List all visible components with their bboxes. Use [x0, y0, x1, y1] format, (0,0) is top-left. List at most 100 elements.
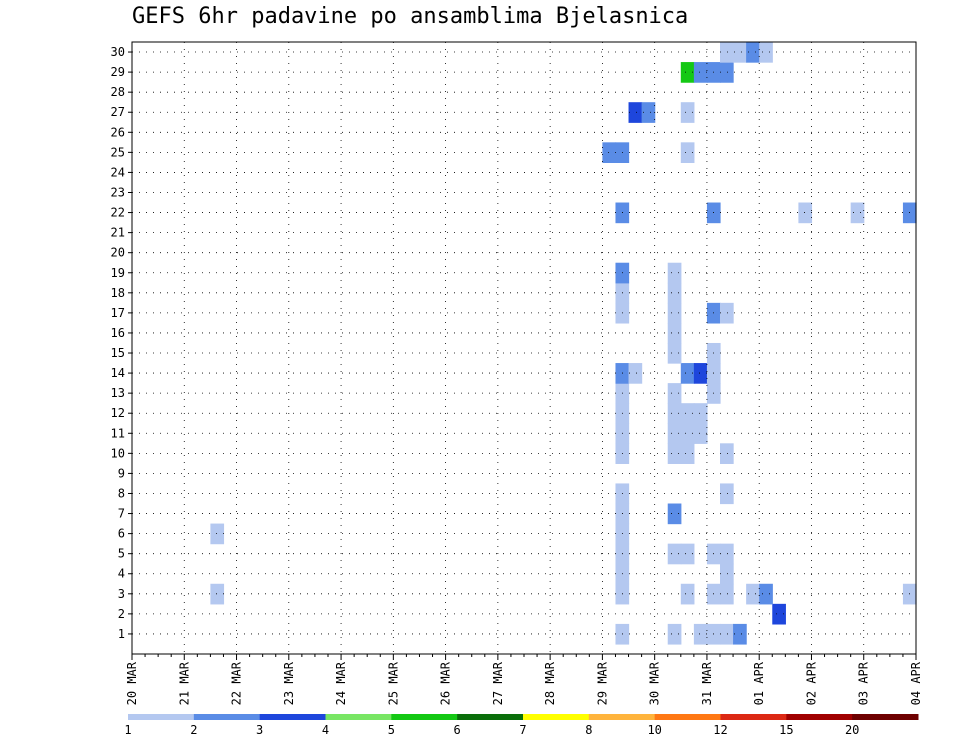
- heatmap-cell: [667, 262, 682, 284]
- y-tick-label: 30: [111, 45, 125, 59]
- y-tick-label: 14: [111, 366, 125, 380]
- heatmap-cell: [693, 62, 708, 83]
- colorbar-label: 15: [779, 723, 793, 737]
- heatmap-cell: [680, 102, 695, 123]
- heatmap-cell: [680, 443, 695, 464]
- y-tick-label: 13: [111, 386, 125, 400]
- heatmap-cell: [720, 302, 734, 324]
- heatmap-cell: [693, 363, 708, 384]
- colorbar-swatch: [786, 714, 853, 720]
- colorbar-swatch: [852, 714, 919, 720]
- y-tick-label: 6: [118, 527, 125, 541]
- y-tick-label: 5: [118, 547, 125, 561]
- heatmap-cell: [720, 443, 734, 464]
- heatmap-cell: [667, 282, 682, 304]
- x-tick-label: 25 MAR: [386, 661, 400, 705]
- heatmap-cell: [667, 342, 682, 364]
- plot-frame: [131, 41, 917, 655]
- x-tick-label: 30 MAR: [648, 661, 662, 705]
- y-tick-label: 2: [118, 607, 125, 621]
- colorbar-swatch: [457, 714, 524, 720]
- y-tick-label: 22: [111, 206, 125, 220]
- colorbar-label: 3: [256, 723, 263, 737]
- heatmap-cell: [680, 583, 695, 605]
- heatmap-cell: [667, 503, 682, 525]
- y-tick-label: 28: [111, 85, 125, 99]
- colorbar-label: 2: [190, 723, 197, 737]
- colorbar-swatch: [128, 714, 195, 720]
- y-tick-label: 1: [118, 627, 125, 641]
- y-tick-label: 24: [111, 165, 125, 179]
- x-axis: 20 MAR 21 MAR 22 MAR 23 MAR 24 MAR 25 MAR 26 M…: [125, 654, 923, 705]
- x-tick-label: 28 MAR: [543, 661, 557, 705]
- heatmap-cell: [667, 443, 682, 464]
- colorbar-swatch: [259, 714, 326, 720]
- colorbar-label: 20: [845, 723, 859, 737]
- heatmap-cell: [667, 543, 682, 565]
- heatmap-cell: [628, 102, 643, 123]
- y-axis: 1234567891011121314151617181920212223242…: [111, 45, 132, 641]
- heatmap-cell: [641, 102, 656, 123]
- heatmap-cell: [693, 623, 708, 645]
- x-tick-label: 02 APR: [804, 661, 818, 705]
- heatmap-cell: [667, 322, 682, 344]
- colorbar-label: 5: [388, 723, 395, 737]
- y-tick-label: 19: [111, 266, 125, 280]
- chart-title: GEFS 6hr padavine po ansamblima Bjelasni…: [132, 4, 689, 29]
- y-tick-label: 12: [111, 406, 125, 420]
- heatmap-cell: [680, 62, 695, 83]
- heatmap-cell: [210, 523, 225, 545]
- y-tick-label: 21: [111, 226, 125, 240]
- heatmap-cell: [667, 302, 682, 324]
- y-tick-label: 15: [111, 346, 125, 360]
- colorbar-label: 1: [124, 723, 131, 737]
- y-tick-label: 25: [111, 145, 125, 159]
- heatmap-cell: [680, 142, 695, 163]
- dotted-grid: [132, 42, 916, 654]
- colorbar-swatch: [720, 714, 787, 720]
- x-tick-label: 27 MAR: [491, 661, 505, 705]
- heatmap-cell: [759, 42, 773, 63]
- heatmap-cell: [667, 403, 682, 424]
- heatmap-cell: [733, 623, 747, 645]
- heatmap-cell: [680, 543, 695, 565]
- y-tick-label: 27: [111, 105, 125, 119]
- x-tick-label: 04 APR: [909, 661, 923, 705]
- y-tick-label: 8: [118, 486, 125, 500]
- x-tick-label: 24 MAR: [334, 661, 348, 705]
- heatmap-cell: [680, 423, 695, 444]
- colorbar-label: 8: [585, 723, 592, 737]
- colorbar-label: 12: [713, 723, 727, 737]
- x-tick-label: 22 MAR: [230, 661, 244, 705]
- heatmap-cell: [772, 603, 786, 625]
- x-tick-label: 26 MAR: [439, 661, 453, 705]
- heatmap-cell: [680, 363, 695, 384]
- y-tick-label: 17: [111, 306, 125, 320]
- x-tick-label: 29 MAR: [595, 661, 609, 705]
- y-tick-label: 9: [118, 466, 125, 480]
- heatmap-cell: [680, 403, 695, 424]
- y-tick-label: 4: [118, 567, 125, 581]
- colorbar-label: 6: [454, 723, 461, 737]
- heatmap-cell: [667, 623, 682, 645]
- heatmap-cell: [746, 42, 760, 63]
- heatmap-cell: [210, 583, 225, 605]
- colorbar-swatch: [193, 714, 261, 720]
- heatmap-cell: [733, 42, 747, 63]
- x-tick-label: 31 MAR: [700, 661, 714, 705]
- colorbar-label: 4: [322, 723, 329, 737]
- y-tick-label: 10: [111, 446, 125, 460]
- x-tick-label: 03 APR: [857, 661, 871, 705]
- heatmap-cell: [628, 363, 643, 384]
- y-tick-label: 3: [118, 587, 125, 601]
- x-tick-label: 23 MAR: [282, 661, 296, 705]
- colorbar: 1 2 3 4 5 6 7 8 10 12 15 20: [124, 714, 919, 737]
- colorbar-label: 10: [647, 723, 661, 737]
- y-tick-label: 16: [111, 326, 125, 340]
- heatmap-cell: [693, 423, 708, 444]
- heatmap-cell: [602, 142, 617, 163]
- heatmap-cell: [720, 62, 734, 83]
- heatmap-cells: [210, 42, 917, 645]
- heatmap-cell: [667, 383, 682, 404]
- y-tick-label: 11: [111, 426, 125, 440]
